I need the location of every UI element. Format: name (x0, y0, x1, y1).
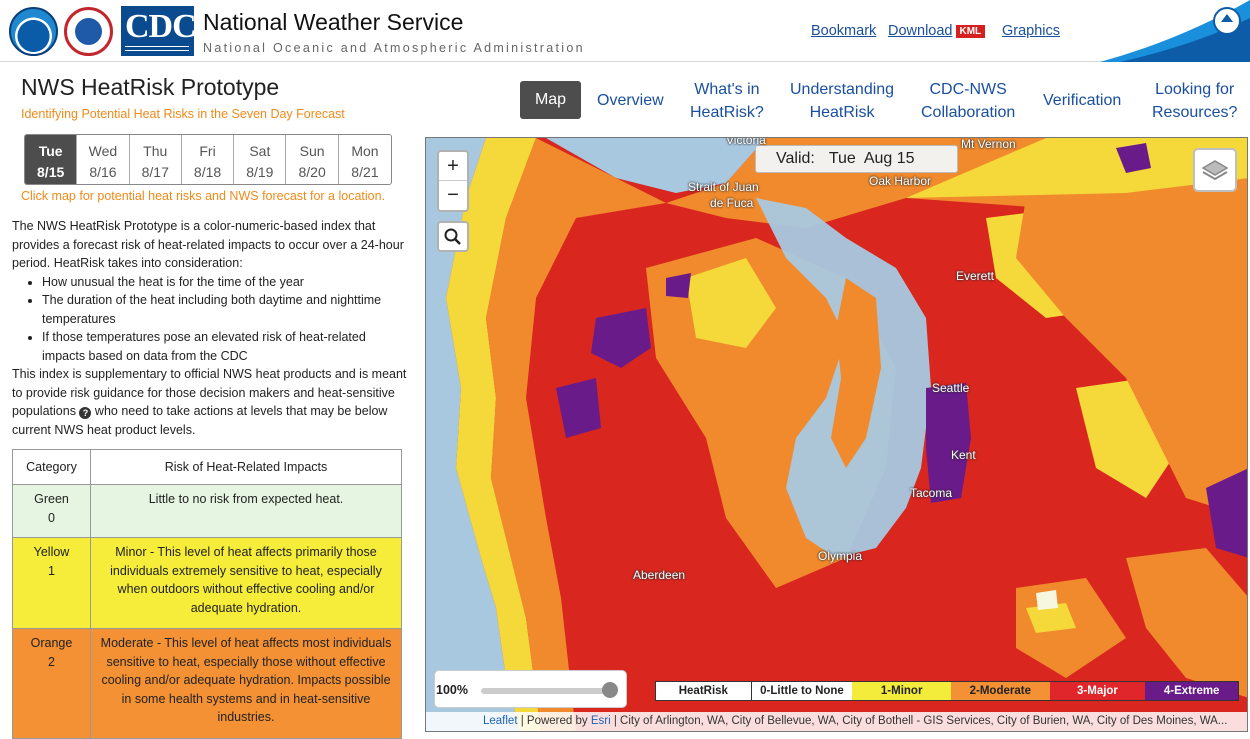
table-header-row: Category Risk of Heat-Related Impacts (12, 449, 402, 485)
water-label-strait-2: de Fuca (710, 196, 754, 210)
page-title: NWS HeatRisk Prototype (21, 74, 280, 100)
description-outro: This index is supplementary to official … (12, 367, 407, 437)
day-button-thu[interactable]: Thu 8/17 (130, 135, 182, 184)
site-header: CDC National Weather Service National Oc… (0, 0, 1250, 62)
cdc-logo[interactable]: CDC (121, 6, 197, 56)
map-attribution: Leaflet | Powered by Esri | City of Arli… (426, 712, 1247, 731)
tab-understanding-line2: HeatRisk (809, 104, 875, 121)
header-swoosh-graphic (1100, 0, 1250, 62)
zoom-in-button[interactable]: + (439, 152, 467, 181)
description-bullet: How unusual the heat is for the time of … (42, 273, 407, 292)
org-title: National Weather Service (203, 9, 464, 35)
noaa-logo[interactable] (9, 7, 58, 56)
description-list: How unusual the heat is for the time of … (42, 273, 407, 366)
layers-icon (1201, 160, 1229, 181)
valid-label: Valid: (776, 150, 815, 167)
tab-resources-line2: Resources? (1152, 104, 1238, 121)
city-label-olympia: Olympia (818, 549, 863, 563)
heatrisk-map[interactable]: + − Valid: Tue Aug 15 Victoria Mt Vernon… (425, 137, 1248, 732)
help-icon[interactable]: ? (79, 407, 92, 419)
opacity-slider-handle[interactable] (602, 682, 618, 698)
water-label-strait-1: Strait of Juan (688, 180, 759, 194)
graphics-link[interactable]: Graphics (1002, 23, 1061, 39)
day-button-tue[interactable]: Tue 8/15 (25, 135, 78, 184)
legend-item-1: 1-Minor (852, 682, 951, 700)
city-label-tacoma: Tacoma (910, 486, 953, 500)
day-button-wed[interactable]: Wed 8/16 (77, 135, 130, 184)
zoom-control: + − (437, 150, 469, 212)
powered-by-text: | Powered by (520, 715, 588, 727)
map-search-button[interactable] (437, 221, 469, 252)
day-button-fri[interactable]: Fri 8/18 (182, 135, 235, 184)
download-link[interactable]: Download KML (888, 23, 986, 39)
leaflet-link[interactable]: Leaflet (483, 715, 518, 727)
table-row-green: Green 0 Little to no risk from expected h… (12, 484, 402, 538)
tab-whats-in-line1: What's in (694, 81, 760, 98)
valid-date: Tue Aug 15 (828, 150, 915, 167)
layers-button[interactable] (1193, 148, 1237, 192)
risk-cell: Moderate - This level of heat affects mo… (90, 628, 402, 739)
tab-understanding-line1: Understanding (790, 81, 895, 98)
page-subtitle: Identifying Potential Heat Risks in the … (21, 107, 345, 121)
day-selector: Tue 8/15 Wed 8/16 Thu 8/17 Fri 8/18 Sat 8/19 … (24, 134, 393, 185)
heatrisk-legend: HeatRisk 0-Little to None 1-Minor 2-Mode… (655, 681, 1239, 701)
risk-cell: Little to no risk from expected heat. (90, 484, 402, 538)
tab-cdc-line2: Collaboration (921, 104, 1016, 121)
bookmark-link[interactable]: Bookmark (811, 23, 877, 39)
tab-map[interactable]: Map (520, 81, 581, 119)
day-button-mon[interactable]: Mon 8/21 (351, 143, 379, 180)
kml-badge: KML (955, 25, 986, 38)
city-label-aberdeen: Aberdeen (633, 568, 686, 582)
column-header-category: Category (12, 449, 91, 485)
city-label-kent: Kent (951, 448, 976, 462)
city-label-mt-vernon: Mt Vernon (961, 137, 1016, 151)
category-cell: Orange 2 (12, 628, 91, 739)
description-bullet: If those temperatures pose an elevated r… (42, 328, 407, 365)
legend-item-4: 4-Extreme (1145, 682, 1238, 700)
legend-item-0: 0-Little to None (750, 682, 853, 700)
zoom-out-button[interactable]: − (447, 184, 459, 206)
cdc-logo-text: CDC (125, 8, 197, 45)
day-button-sat[interactable]: Sat 8/19 (234, 135, 287, 184)
description-bullet: The duration of the heat including both … (42, 291, 407, 328)
tab-cdc-line1: CDC-NWS (929, 81, 1007, 98)
city-label-oak-harbor: Oak Harbor (869, 174, 932, 188)
column-header-risk: Risk of Heat-Related Impacts (90, 449, 402, 485)
legend-item-2: 2-Moderate (950, 682, 1050, 700)
legend-item-3: 3-Major (1049, 682, 1146, 700)
tab-overview[interactable]: Overview (597, 92, 664, 109)
city-label-everett: Everett (956, 269, 995, 283)
heatrisk-category-table: Category Risk of Heat-Related Impacts Gr… (12, 449, 402, 739)
tab-whats-in-heatrisk[interactable]: What's in HeatRisk? (690, 78, 764, 124)
tab-resources-line1: Looking for (1155, 81, 1235, 98)
org-subtitle: National Oceanic and Atmospheric Adminis… (203, 41, 585, 55)
table-row-orange: Orange 2 Moderate - This level of heat af… (12, 628, 402, 739)
tab-understanding-heatrisk[interactable]: Understanding HeatRisk (790, 78, 894, 124)
tab-verification[interactable]: Verification (1043, 92, 1122, 109)
table-row-yellow: Yellow 1 Minor - This level of heat affec… (12, 537, 402, 629)
search-icon (444, 228, 461, 245)
valid-date-box: Valid: Tue Aug 15 (755, 145, 958, 173)
tab-whats-in-line2: HeatRisk? (690, 104, 764, 121)
tab-cdc-nws-collaboration[interactable]: CDC-NWS Collaboration (921, 78, 1015, 124)
tab-looking-for-resources[interactable]: Looking for Resources? (1152, 78, 1237, 124)
opacity-slider-track[interactable] (481, 688, 611, 694)
description-intro: The NWS HeatRisk Prototype is a color-nu… (12, 219, 404, 270)
day-button-sun[interactable]: Sun 8/20 (286, 135, 339, 184)
click-map-note: Click map for potential heat risks and N… (21, 189, 386, 203)
description: The NWS HeatRisk Prototype is a color-nu… (12, 217, 407, 439)
city-label-victoria: Victoria (726, 137, 766, 147)
risk-cell: Minor - This level of heat affects prima… (90, 537, 402, 629)
esri-link[interactable]: Esri (590, 715, 611, 727)
category-cell: Yellow 1 (12, 537, 91, 629)
city-label-seattle: Seattle (932, 381, 970, 395)
opacity-value: 100% (436, 683, 468, 697)
nws-logo[interactable] (64, 7, 113, 56)
opacity-slider-control: 100% (434, 670, 627, 708)
legend-title: HeatRisk (656, 682, 751, 700)
download-label: Download (888, 23, 953, 39)
heatrisk-map-layer[interactable] (426, 138, 1248, 732)
category-cell: Green 0 (12, 484, 91, 538)
attribution-sources: | City of Arlington, WA, City of Bellevu… (613, 715, 1228, 727)
